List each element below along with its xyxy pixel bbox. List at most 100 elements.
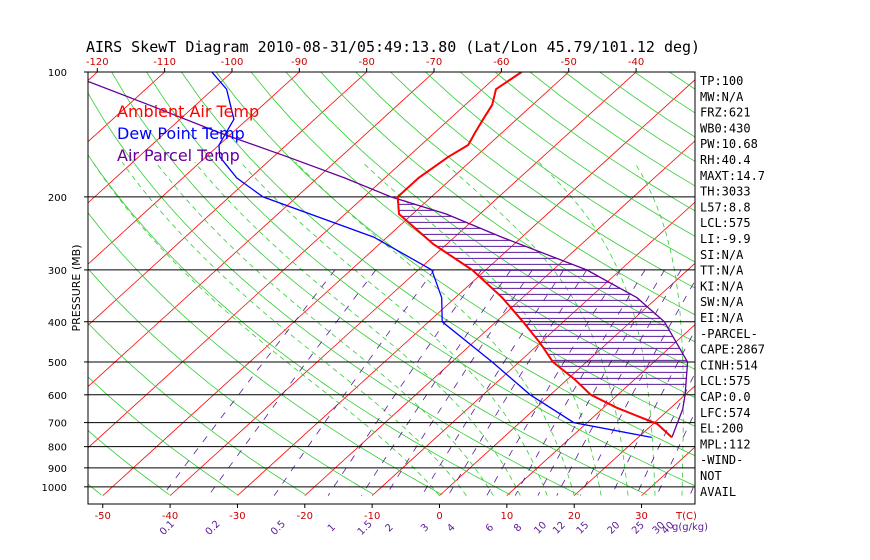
bottom-temp-tick-label: -50 xyxy=(95,511,111,522)
ambient-temp-profile xyxy=(396,72,673,439)
mixing-ratio-label: 0.2 xyxy=(204,519,223,538)
pressure-tick-label: 800 xyxy=(48,443,67,454)
stat-label: NOT xyxy=(700,469,722,483)
pressure-tick-label: 200 xyxy=(48,193,67,204)
stat-label: LFC:574 xyxy=(700,406,751,420)
isotherm-line xyxy=(88,72,502,449)
stat-label: L57:8.8 xyxy=(700,200,751,214)
mixing-ratio-label: 6 xyxy=(484,522,496,534)
moist-adiabat-line xyxy=(121,161,467,496)
bottom-temp-tick-label: 30 xyxy=(635,511,648,522)
dry-adiabat-line xyxy=(88,376,238,496)
stat-label: TT:N/A xyxy=(700,264,744,278)
isotherm-line xyxy=(371,201,695,496)
stat-label: TP:100 xyxy=(700,74,743,88)
mixing-ratio-line xyxy=(514,269,646,496)
stat-label: CAP:0.0 xyxy=(700,390,751,404)
dry-adiabat-line xyxy=(774,72,870,495)
mixing-ratio-line xyxy=(273,269,435,496)
dry-adiabat-line xyxy=(285,72,695,370)
dry-adiabat-line xyxy=(320,72,695,343)
stat-label: SI:N/A xyxy=(700,248,744,262)
stat-label: AVAIL xyxy=(700,485,736,499)
bottom-temp-tick-label: -40 xyxy=(162,511,178,522)
mixing-ratio-line xyxy=(611,329,695,496)
isotherm-line xyxy=(169,72,637,496)
mixing-ratio-label: 10 xyxy=(532,520,549,537)
stat-label: RH:40.4 xyxy=(700,153,751,167)
isotherm-line xyxy=(88,72,233,204)
top-temp-tick-label: -70 xyxy=(426,57,442,68)
isotherm-line xyxy=(776,72,870,496)
pressure-tick-label: 900 xyxy=(48,464,67,475)
isotherm-line xyxy=(506,324,695,496)
chart-title: AIRS SkewT Diagram 2010-08-31/05:49:13.8… xyxy=(86,38,700,56)
moist-adiabat-line xyxy=(295,161,575,496)
stat-label: FRZ:621 xyxy=(700,106,751,120)
isotherm-line xyxy=(88,72,367,326)
isotherm-line xyxy=(0,72,30,496)
stat-label: MAXT:14.7 xyxy=(700,169,765,183)
stat-label: MPL:112 xyxy=(700,437,751,451)
bottom-temp-tick-label: -20 xyxy=(297,511,313,522)
bottom-temp-tick-label: 20 xyxy=(568,511,581,522)
mixing-ratio-line xyxy=(486,269,621,496)
dry-adiabat-line xyxy=(739,72,870,495)
mixing-ratio-label: 0.5 xyxy=(269,519,288,538)
mixing-ratio-label: 3 xyxy=(419,522,431,534)
bottom-temp-tick-label: -30 xyxy=(229,511,245,522)
pressure-tick-label: 100 xyxy=(48,68,67,79)
stat-label: KI:N/A xyxy=(700,279,744,293)
mixing-ratio-line xyxy=(361,269,512,496)
mixing-ratio-label: 2 xyxy=(383,522,395,534)
bottom-temp-tick-label: 0 xyxy=(436,511,442,522)
stat-label: CINH:514 xyxy=(700,358,758,372)
dry-adiabat-line xyxy=(0,72,33,495)
legend-entry: Air Parcel Temp xyxy=(117,146,240,165)
isotherm-line xyxy=(88,72,435,388)
dry-adiabat-line xyxy=(390,72,695,289)
mixing-ratio-line xyxy=(421,269,565,496)
mixing-ratio-label: 4 xyxy=(445,522,457,534)
dry-adiabat-line xyxy=(88,268,375,496)
top-temp-tick-label: -60 xyxy=(493,57,509,68)
y-axis-label: PRESSURE (MB) xyxy=(70,245,83,332)
mixing-ratio-line xyxy=(537,269,665,496)
stat-label: -PARCEL- xyxy=(700,327,758,341)
isotherm-line xyxy=(88,72,300,265)
legend-entry: Dew Point Temp xyxy=(117,124,245,143)
stat-label: CAPE:2867 xyxy=(700,343,765,357)
mixing-ratio-label: 15 xyxy=(575,520,592,537)
stat-label: EL:200 xyxy=(700,422,743,436)
isotherm-line xyxy=(102,72,570,496)
dry-adiabat-line xyxy=(634,72,695,114)
stat-label: LCL:575 xyxy=(700,374,751,388)
pressure-tick-label: 400 xyxy=(48,318,67,329)
pressure-tick-label: 1000 xyxy=(42,483,67,494)
mixing-ratio-line xyxy=(635,372,695,496)
top-temp-tick-label: -120 xyxy=(86,57,109,68)
stat-label: TH:3033 xyxy=(700,185,751,199)
stat-label: LI:-9.9 xyxy=(700,232,751,246)
stat-label: WB0:430 xyxy=(700,121,751,135)
parcel-profile xyxy=(88,80,689,438)
mixing-ratio-label: 12 xyxy=(551,520,568,537)
mixing-ratio-line xyxy=(327,269,482,496)
mixing-ratio-label: 8 xyxy=(512,522,524,534)
stat-label: EI:N/A xyxy=(700,311,744,325)
dry-adiabat-line xyxy=(111,72,648,496)
isotherm-line xyxy=(641,446,695,496)
moist-adiabat-line xyxy=(634,161,684,496)
top-temp-tick-label: -50 xyxy=(561,57,577,68)
dry-adiabat-line xyxy=(181,72,695,457)
bottom-temp-tick-label: -10 xyxy=(364,511,380,522)
dry-adiabat-line xyxy=(88,92,579,496)
mixing-ratio-line xyxy=(656,411,695,496)
pressure-tick-label: 500 xyxy=(48,358,67,369)
dewpoint-profile xyxy=(211,72,652,439)
top-temp-tick-label: -100 xyxy=(221,57,244,68)
stat-label: -WIND- xyxy=(700,453,743,467)
dry-adiabat-line xyxy=(88,212,443,496)
dry-adiabat-line xyxy=(88,483,102,496)
